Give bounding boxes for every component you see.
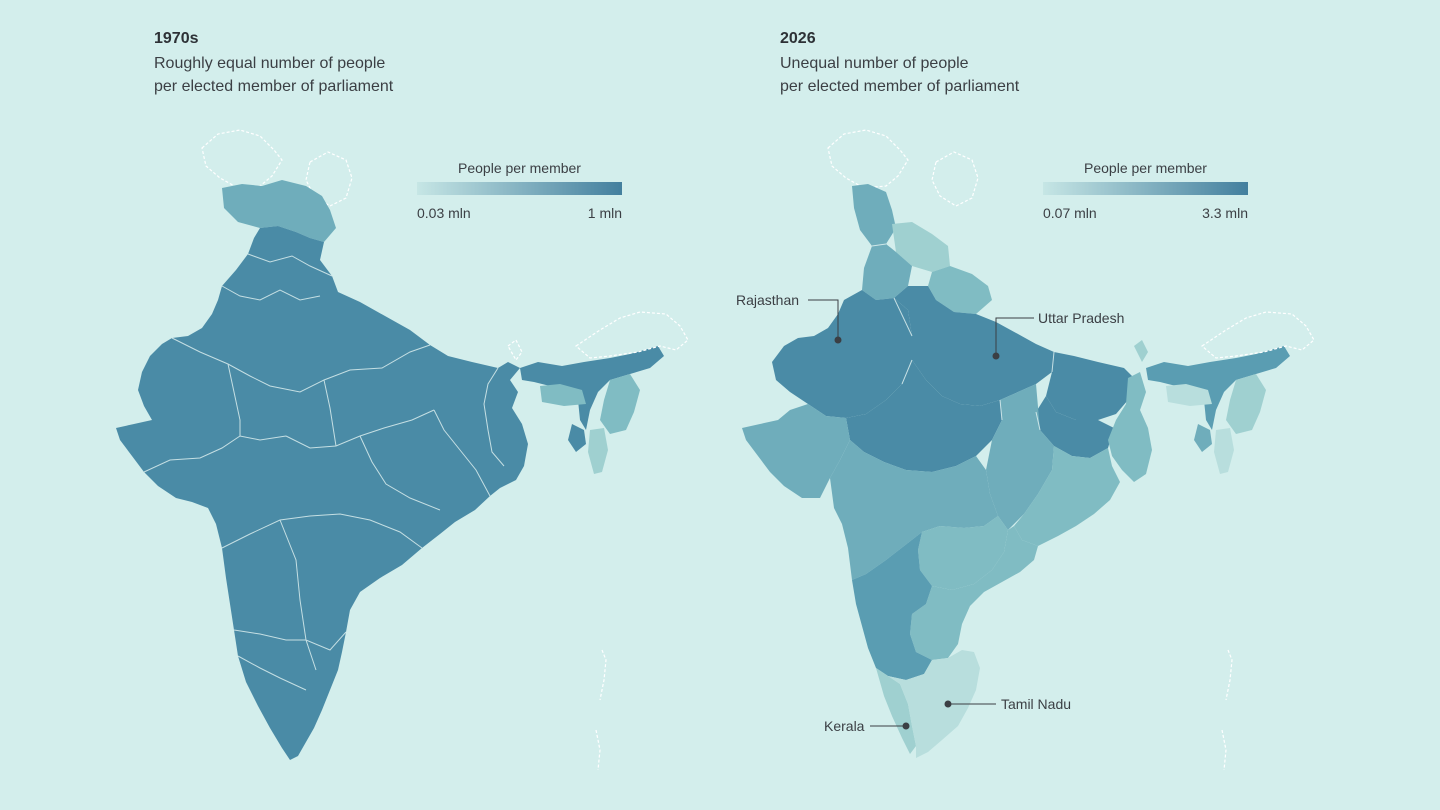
panel-heading-2026: 2026 Unequal number of people per electe…: [780, 30, 1019, 98]
region-rajasthan: [772, 290, 912, 418]
region-tamil-nadu: [888, 650, 980, 758]
callout-leaders: [808, 299, 1034, 730]
leader-uttar-pradesh: [995, 317, 1034, 356]
leader-dot-uttar-pradesh: [992, 352, 1000, 360]
legend-max-label: 3.3 mln: [1202, 205, 1248, 221]
disputed-area-west: [827, 129, 909, 189]
callout-kerala: Kerala: [824, 718, 865, 734]
leader-dot-kerala: [902, 722, 910, 730]
map-panel-1970s: 1970s Roughly equal number of people per…: [110, 0, 750, 810]
leader-dot-rajasthan: [834, 336, 842, 344]
subtitle-line-1: Roughly equal number of people: [154, 55, 386, 72]
leader-rajasthan: [808, 299, 839, 340]
color-legend-2026: People per member 0.07 mln 3.3 mln: [1043, 160, 1248, 221]
panel-heading-1970s: 1970s Roughly equal number of people per…: [154, 30, 393, 98]
region-madhya-pradesh: [846, 360, 1002, 472]
subtitle-line-1: Unequal number of people: [780, 55, 969, 72]
legend-gradient-bar: [1043, 182, 1248, 195]
callout-uttar-pradesh: Uttar Pradesh: [1038, 310, 1125, 326]
legend-title: People per member: [458, 160, 581, 176]
region-meghalaya: [1166, 384, 1212, 406]
sikkim-outline: [507, 339, 523, 362]
year-label: 2026: [780, 30, 816, 47]
region-himachal: [892, 222, 950, 272]
disputed-area-east: [931, 151, 979, 207]
disputed-area-west: [201, 129, 283, 189]
leader-dot-tamil-nadu: [944, 700, 952, 708]
northeast-outline: [1201, 311, 1315, 359]
region-meghalaya: [540, 384, 586, 406]
region-uttar-pradesh: [894, 286, 1054, 406]
india-map-2026: [742, 129, 1315, 771]
region-tripura: [1194, 424, 1212, 452]
internal-borders: [143, 253, 505, 691]
india-map-1970s: [116, 129, 689, 771]
region-chhattisgarh: [986, 384, 1054, 530]
region-mainland: [116, 226, 528, 760]
callout-tamil-nadu: Tamil Nadu: [1001, 696, 1072, 712]
disputed-area-east: [305, 151, 353, 207]
legend-title: People per member: [1084, 160, 1207, 176]
region-jammu-kashmir: [852, 184, 896, 246]
islands-outline: [595, 649, 607, 771]
legend-min-label: 0.07 mln: [1043, 205, 1097, 221]
region-gujarat: [742, 404, 850, 498]
northeast-outline: [575, 311, 689, 359]
region-northeast-main: [520, 346, 664, 430]
region-maharashtra: [830, 440, 998, 580]
region-andhra-pradesh: [910, 526, 1038, 660]
color-legend-1970s: People per member 0.03 mln 1 mln: [417, 160, 622, 221]
internal-borders: [871, 243, 1055, 431]
region-uttarakhand: [928, 266, 992, 314]
region-northeast-main: [1146, 346, 1290, 430]
region-jammu-kashmir: [222, 180, 336, 242]
region-mizoram: [588, 428, 608, 474]
region-manipur: [1226, 374, 1266, 434]
region-tripura: [568, 424, 586, 452]
islands-outline: [1221, 649, 1233, 771]
legend-min-label: 0.03 mln: [417, 205, 471, 221]
region-west-bengal: [1108, 372, 1152, 482]
region-sikkim: [1134, 340, 1148, 362]
subtitle-line-2: per elected member of parliament: [780, 78, 1020, 95]
region-bihar: [1046, 352, 1134, 420]
region-odisha: [1014, 446, 1120, 546]
region-manipur-mizoram: [600, 374, 640, 434]
legend-gradient-bar: [417, 182, 622, 195]
subtitle-line-2: per elected member of parliament: [154, 78, 394, 95]
region-punjab: [862, 244, 912, 300]
legend-max-label: 1 mln: [587, 205, 622, 221]
region-mizoram: [1214, 428, 1234, 474]
region-kerala: [876, 668, 916, 754]
callout-rajasthan: Rajasthan: [736, 292, 800, 308]
map-panel-2026: 2026 Unequal number of people per electe…: [736, 0, 1376, 810]
region-jharkhand: [1036, 396, 1114, 458]
region-karnataka: [852, 532, 932, 680]
year-label: 1970s: [154, 30, 199, 47]
region-telangana: [918, 516, 1008, 590]
